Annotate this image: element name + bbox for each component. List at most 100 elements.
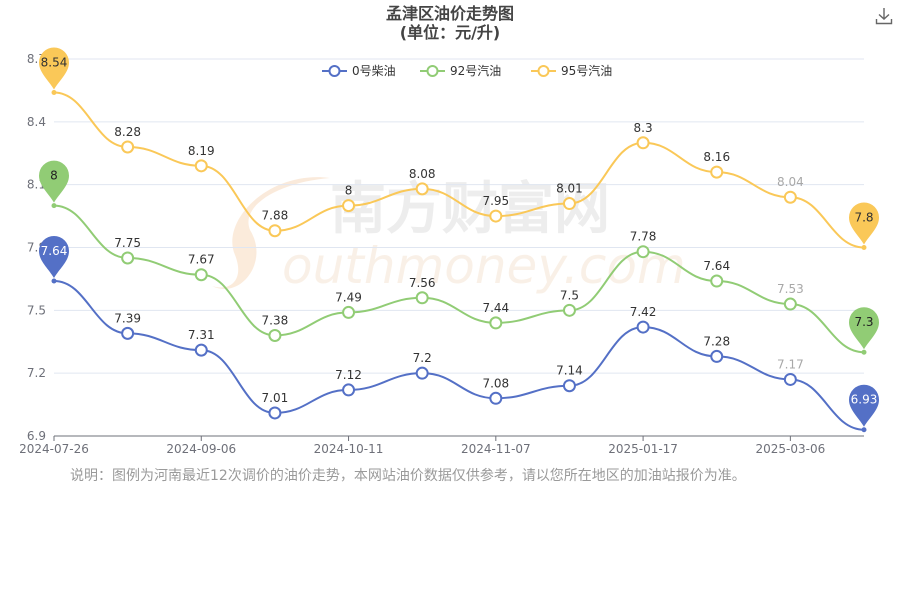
data-point[interactable] xyxy=(268,406,282,420)
data-point[interactable] xyxy=(121,326,135,340)
pin-label: 7.3 xyxy=(854,315,873,329)
legend-item[interactable]: 95号汽油 xyxy=(531,63,612,78)
data-point[interactable] xyxy=(783,190,797,204)
data-label: 7.53 xyxy=(777,282,804,296)
x-tick-label: 2024-11-07 xyxy=(461,442,531,456)
data-label: 7.2 xyxy=(413,351,432,365)
pin-label: 6.93 xyxy=(851,393,878,407)
download-icon[interactable] xyxy=(874,6,894,26)
pin-shape xyxy=(849,384,879,427)
pin-shape xyxy=(39,47,69,90)
data-point[interactable] xyxy=(783,372,797,386)
data-label: 7.56 xyxy=(409,276,436,290)
data-label: 8.3 xyxy=(634,121,653,135)
data-label: 7.49 xyxy=(335,290,362,304)
x-tick-label: 2024-09-06 xyxy=(166,442,236,456)
data-label: 8 xyxy=(345,184,353,198)
data-point[interactable] xyxy=(268,224,282,238)
legend-marker xyxy=(537,65,550,77)
end-pin: 7.3 xyxy=(849,307,879,350)
data-point[interactable] xyxy=(194,159,208,173)
data-label: 7.67 xyxy=(188,253,215,267)
pin-shape xyxy=(39,160,69,203)
data-point[interactable] xyxy=(415,182,429,196)
data-point[interactable] xyxy=(194,268,208,282)
legend-label: 92号汽油 xyxy=(450,63,501,78)
end-pin: 6.93 xyxy=(849,384,879,427)
data-point[interactable] xyxy=(194,343,208,357)
data-label: 7.78 xyxy=(630,230,657,244)
endpoint-dot xyxy=(51,90,57,96)
legend-item[interactable]: 92号汽油 xyxy=(420,63,501,78)
legend-marker xyxy=(426,65,439,77)
pin-label: 8.54 xyxy=(41,56,68,70)
data-label: 8.16 xyxy=(703,150,730,164)
pin-label: 7.8 xyxy=(854,211,873,225)
endpoint-dot xyxy=(861,245,867,250)
data-label: 7.39 xyxy=(114,311,141,325)
data-point[interactable] xyxy=(342,383,356,397)
endpoint-dot xyxy=(861,349,867,355)
data-label: 8.19 xyxy=(188,144,215,158)
data-label: 7.31 xyxy=(188,328,215,342)
disclaimer-note: 说明：图例为河南最近12次调价的油价走势，本网站油价数据仅供参考，请以您所在地区… xyxy=(70,468,746,484)
series-line xyxy=(53,91,865,249)
data-label: 7.14 xyxy=(556,364,583,378)
y-tick-label: 7.5 xyxy=(27,303,46,317)
data-label: 8.28 xyxy=(114,125,141,139)
watermark-swoosh xyxy=(212,177,330,289)
pin-shape xyxy=(39,236,69,279)
data-point[interactable] xyxy=(268,328,282,342)
data-point[interactable] xyxy=(636,136,650,150)
start-pin: 8.54 xyxy=(39,47,69,90)
data-label: 7.75 xyxy=(114,236,141,250)
watermark-text-2: outhmoney.com xyxy=(282,237,686,295)
data-label: 7.17 xyxy=(777,357,804,371)
data-label: 8.01 xyxy=(556,182,583,196)
data-point[interactable] xyxy=(342,305,356,319)
endpoint-dot xyxy=(51,203,57,209)
data-point[interactable] xyxy=(121,251,135,265)
data-label: 8.04 xyxy=(777,175,804,189)
data-point[interactable] xyxy=(489,209,503,223)
series-0: 7.39 7.31 7.01 7.12 7.2 7.08 7.14 7.42 7.28 7.17 7… xyxy=(39,236,879,433)
series-1: 7.75 7.67 7.3 8 7.49 7.56 7.44 7.5 7.78 7.64 7.53 8… xyxy=(39,160,879,355)
data-point[interactable] xyxy=(710,349,724,363)
data-point[interactable] xyxy=(562,197,576,211)
data-point[interactable] xyxy=(710,274,724,288)
data-label: 7.08 xyxy=(482,376,509,390)
data-label: 7.44 xyxy=(482,301,509,315)
data-point[interactable] xyxy=(489,316,503,330)
data-label: 7.42 xyxy=(630,305,657,319)
legend-label: 0号柴油 xyxy=(352,64,396,78)
legend-label: 95号汽油 xyxy=(561,63,612,78)
data-point[interactable] xyxy=(342,199,356,213)
legend: 0号柴油 92号汽油 95号汽油 xyxy=(322,63,612,78)
data-label: 7.95 xyxy=(482,194,509,208)
data-point[interactable] xyxy=(636,245,650,259)
endpoint-dot xyxy=(51,278,57,284)
chart-subtitle: (单位：元/升) xyxy=(399,23,501,42)
data-label: 7.88 xyxy=(262,209,289,223)
data-point[interactable] xyxy=(562,379,576,393)
legend-item[interactable]: 0号柴油 xyxy=(322,64,396,78)
data-point[interactable] xyxy=(710,165,724,179)
data-point[interactable] xyxy=(489,391,503,405)
data-point[interactable] xyxy=(562,303,576,317)
x-tick-label: 2024-07-26 xyxy=(19,442,89,456)
data-point[interactable] xyxy=(415,291,429,305)
data-point[interactable] xyxy=(121,140,135,154)
data-point[interactable] xyxy=(636,320,650,334)
data-point[interactable] xyxy=(415,366,429,380)
data-label: 7.64 xyxy=(703,259,730,273)
pin-label: 7.64 xyxy=(41,244,68,258)
legend-marker xyxy=(328,65,341,77)
pin-shape xyxy=(849,307,879,350)
data-label: 7.5 xyxy=(560,288,579,302)
data-label: 8.08 xyxy=(409,167,436,181)
data-point[interactable] xyxy=(783,297,797,311)
x-tick-label: 2025-03-06 xyxy=(755,442,825,456)
start-pin: 8 xyxy=(39,160,69,203)
